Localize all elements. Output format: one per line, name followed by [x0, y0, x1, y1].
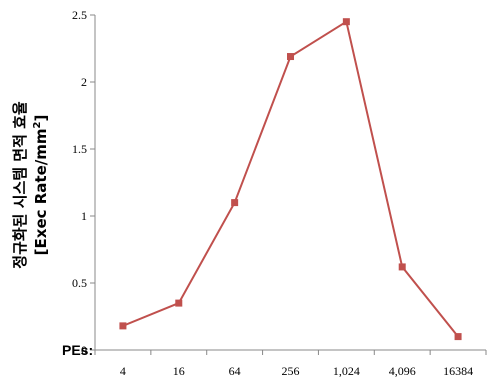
x-tick-label: 4 — [120, 364, 126, 378]
x-tick-label: 16384 — [443, 364, 473, 378]
y-tick-label: 2.5 — [72, 8, 87, 22]
data-point — [231, 199, 239, 207]
data-point — [454, 333, 462, 341]
data-point — [287, 53, 294, 61]
y-tick-label: 0.5 — [72, 276, 87, 290]
x-tick-label: 16 — [173, 364, 185, 378]
y-axis-title: 정규화된 시스템 면적 효율 [Exec Rate/mm2] — [11, 101, 50, 269]
data-point — [342, 18, 350, 26]
data-point — [398, 263, 406, 271]
x-axis-prefix: PEs: — [62, 342, 93, 358]
x-tick-label: 4,096 — [389, 364, 416, 378]
series-line — [122, 20, 459, 338]
y-tick-label: 1 — [81, 209, 87, 223]
y-tick-label: 2 — [81, 75, 87, 89]
y-axis-title-unit: [Exec Rate/mm — [32, 129, 50, 256]
x-tick-label: 256 — [282, 364, 300, 378]
y-tick-label: 0 — [81, 343, 87, 357]
x-tick-label: 64 — [229, 364, 241, 378]
plot-area: 0 0.5 1 1.5 2 2.5 4 16 64 256 1,024 4,096 16384 — [72, 8, 487, 378]
y-axis-title-line2: [Exec Rate/mm2] — [32, 115, 50, 256]
data-point — [175, 299, 183, 307]
y-axis-title-close: ] — [32, 115, 50, 122]
y-axis-title-superscript: 2 — [32, 122, 43, 129]
data-point — [119, 322, 127, 330]
y-axis-title-line1: 정규화된 시스템 면적 효율 — [11, 101, 29, 269]
x-tick-label: 1,024 — [333, 364, 360, 378]
y-tick-label: 1.5 — [72, 142, 87, 156]
